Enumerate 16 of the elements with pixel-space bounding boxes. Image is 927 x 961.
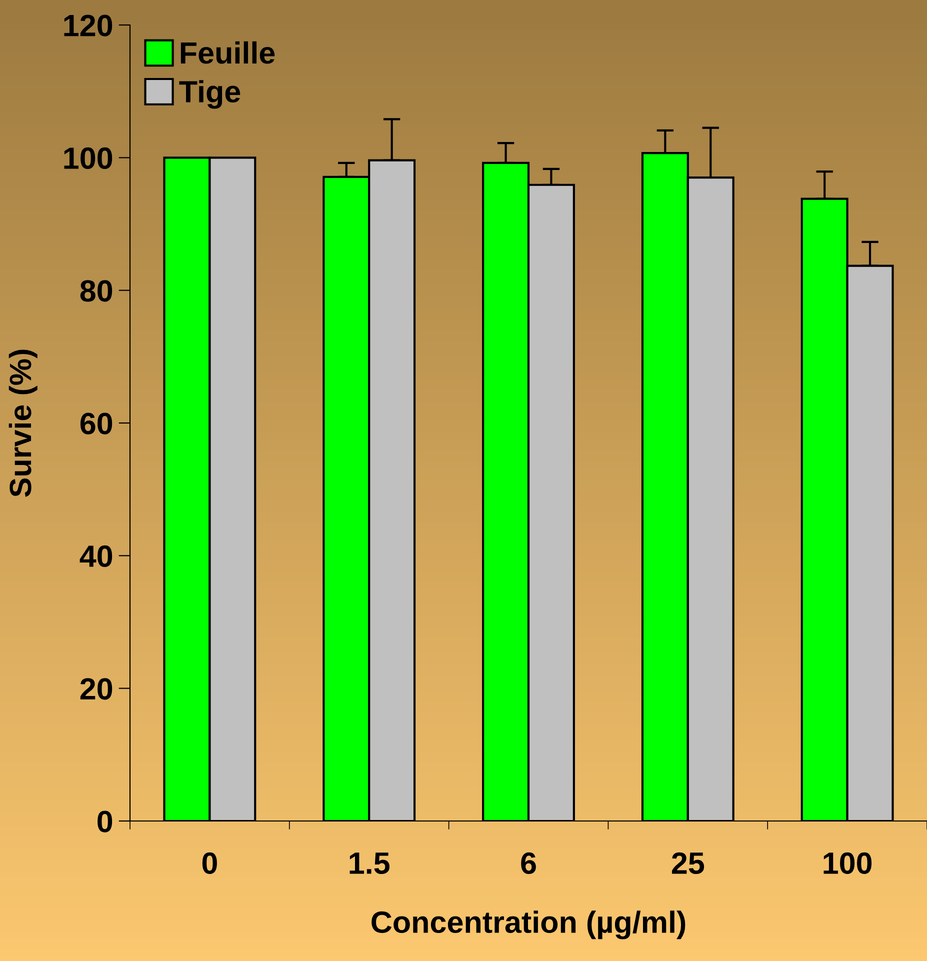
x-tick-label: 0 <box>202 852 217 874</box>
y-tick-label: 0 <box>98 810 112 832</box>
x-tick-label: 1.5 <box>350 852 390 874</box>
y-tick-label: 20 <box>80 678 112 700</box>
x-tick-label: 25 <box>672 852 704 874</box>
x-axis-title: Concentration (µg/ml) <box>372 910 686 940</box>
legend-label: Feuille <box>180 41 275 64</box>
y-tick-label: 60 <box>80 412 112 434</box>
x-tick-label: 100 <box>824 852 872 874</box>
y-axis-title: Survie (%) <box>8 350 38 497</box>
y-tick-label: 40 <box>80 545 112 568</box>
legend-label: Tige <box>179 80 240 109</box>
y-tick-label: 120 <box>64 14 112 36</box>
y-tick-label: 100 <box>64 147 112 170</box>
y-tick-label: 80 <box>80 280 112 302</box>
x-tick-label: 6 <box>521 852 536 874</box>
